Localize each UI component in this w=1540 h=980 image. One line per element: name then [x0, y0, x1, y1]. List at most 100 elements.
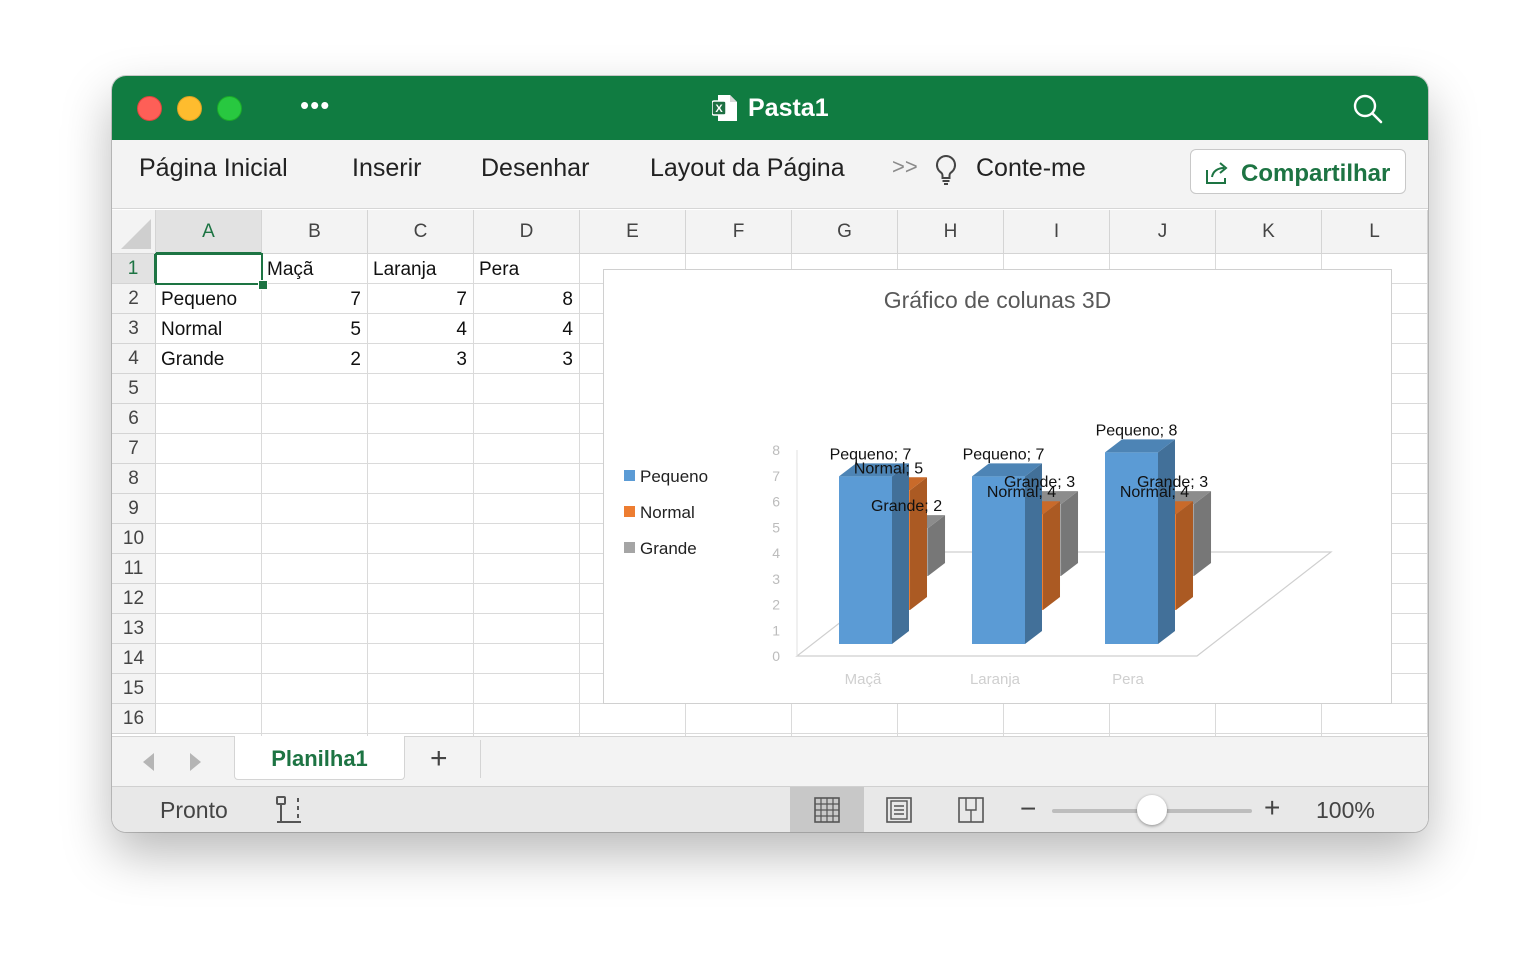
data-label: Grande; 3: [1137, 474, 1208, 491]
cell[interactable]: 3: [456, 349, 467, 370]
cell[interactable]: 4: [456, 319, 467, 340]
cell[interactable]: 8: [562, 289, 573, 310]
y-tick-label: 4: [772, 545, 780, 561]
column-header-j[interactable]: J: [1110, 210, 1216, 254]
y-tick-label: 1: [772, 622, 780, 638]
sheet-tab-bar: Planilha1 +: [112, 736, 1428, 787]
previous-sheet-arrow-icon[interactable]: [140, 751, 158, 773]
cell[interactable]: 5: [350, 319, 361, 340]
row-header-15[interactable]: 15: [112, 674, 156, 704]
zoom-out-button[interactable]: −: [1020, 793, 1037, 824]
bar-side: [910, 477, 928, 610]
bar-side: [928, 515, 946, 576]
legend-label: Grande: [640, 539, 697, 558]
data-label: Normal; 4: [1120, 484, 1189, 501]
data-label: Grande; 3: [1004, 474, 1075, 491]
y-tick-label: 5: [772, 519, 780, 535]
y-tick-label: 7: [772, 468, 780, 484]
tab-layout-da-pagina[interactable]: Layout da Página: [650, 154, 845, 182]
row-header-10[interactable]: 10: [112, 524, 156, 554]
column-header-c[interactable]: C: [368, 210, 474, 254]
cell[interactable]: Pequeno: [161, 289, 238, 310]
zoom-button[interactable]: [217, 96, 242, 121]
zoom-level[interactable]: 100%: [1316, 797, 1375, 823]
zoom-slider-thumb[interactable]: [1137, 795, 1167, 825]
cell[interactable]: Maçã: [267, 259, 314, 280]
tab-inserir[interactable]: Inserir: [352, 154, 422, 182]
data-label: Pequeno; 7: [830, 446, 912, 463]
cell[interactable]: Normal: [161, 319, 223, 340]
row-header-4[interactable]: 4: [112, 344, 156, 374]
accessibility-check-icon[interactable]: [274, 795, 306, 825]
grid-view-icon: [814, 797, 840, 823]
tell-me-search[interactable]: Conte-me: [976, 154, 1086, 182]
share-icon: [1206, 162, 1228, 184]
cell[interactable]: 4: [562, 319, 573, 340]
bar-side: [1025, 463, 1042, 644]
cell[interactable]: 7: [350, 289, 361, 310]
zoom-in-button[interactable]: +: [1264, 792, 1281, 823]
chart-3d-columns[interactable]: Gráfico de colunas 3D Pequeno Normal Gra…: [603, 269, 1392, 704]
grid-line: [473, 254, 474, 736]
fill-handle[interactable]: [258, 280, 268, 290]
close-button[interactable]: [137, 96, 162, 121]
row-header-2[interactable]: 2: [112, 284, 156, 314]
page-layout-view-button[interactable]: [862, 787, 936, 832]
column-header-b[interactable]: B: [262, 210, 368, 254]
add-sheet-button[interactable]: +: [430, 742, 448, 775]
ribbon-tabs: Página Inicial Inserir Desenhar Layout d…: [112, 140, 1428, 209]
cell[interactable]: Grande: [161, 349, 225, 370]
cell[interactable]: 7: [456, 289, 467, 310]
row-header-9[interactable]: 9: [112, 494, 156, 524]
cell[interactable]: 3: [562, 349, 573, 370]
bar-side: [892, 463, 909, 644]
column-header-k[interactable]: K: [1216, 210, 1322, 254]
row-header-8[interactable]: 8: [112, 464, 156, 494]
column-header-g[interactable]: G: [792, 210, 898, 254]
row-header-5[interactable]: 5: [112, 374, 156, 404]
more-tabs-chevron-icon[interactable]: >>: [892, 154, 918, 179]
active-cell-indicator: [155, 253, 263, 285]
normal-view-button[interactable]: [790, 787, 864, 832]
more-options-icon[interactable]: •••: [300, 90, 331, 120]
row-header-14[interactable]: 14: [112, 644, 156, 674]
cell[interactable]: Laranja: [373, 259, 437, 280]
page-break-view-button[interactable]: [934, 787, 1008, 832]
column-header-i[interactable]: I: [1004, 210, 1110, 254]
column-header-l[interactable]: L: [1322, 210, 1428, 254]
legend-swatch: [624, 470, 635, 482]
share-button[interactable]: Compartilhar: [1190, 149, 1406, 194]
column-header-a[interactable]: A: [156, 210, 262, 254]
select-all-corner[interactable]: [112, 210, 156, 254]
tab-desenhar[interactable]: Desenhar: [481, 154, 590, 182]
sheet-tab-planilha1[interactable]: Planilha1: [234, 736, 405, 780]
row-header-3[interactable]: 3: [112, 314, 156, 344]
lightbulb-icon[interactable]: [934, 154, 958, 186]
row-header-1[interactable]: 1: [112, 254, 156, 284]
cell[interactable]: Pera: [479, 259, 520, 280]
column-header-d[interactable]: D: [474, 210, 580, 254]
row-header-16[interactable]: 16: [112, 704, 156, 734]
legend-swatch: [624, 542, 635, 554]
column-header-h[interactable]: H: [898, 210, 1004, 254]
tab-pagina-inicial[interactable]: Página Inicial: [139, 154, 288, 182]
row-header-13[interactable]: 13: [112, 614, 156, 644]
next-sheet-arrow-icon[interactable]: [186, 751, 204, 773]
column-header-e[interactable]: E: [580, 210, 686, 254]
cell[interactable]: 2: [350, 349, 361, 370]
row-header-11[interactable]: 11: [112, 554, 156, 584]
row-header-6[interactable]: 6: [112, 404, 156, 434]
bar-top: [972, 463, 1042, 477]
row-header-12[interactable]: 12: [112, 584, 156, 614]
data-label: Pequeno; 7: [963, 446, 1045, 463]
minimize-button[interactable]: [177, 96, 202, 121]
row-header-7[interactable]: 7: [112, 434, 156, 464]
legend-item-pequeno: Pequeno: [624, 467, 708, 487]
data-label: Pequeno; 8: [1096, 422, 1178, 439]
y-tick-label: 3: [772, 571, 780, 587]
column-header-f[interactable]: F: [686, 210, 792, 254]
search-icon[interactable]: [1352, 93, 1384, 125]
select-all-triangle-icon: [121, 219, 151, 249]
status-text: Pronto: [160, 797, 228, 823]
